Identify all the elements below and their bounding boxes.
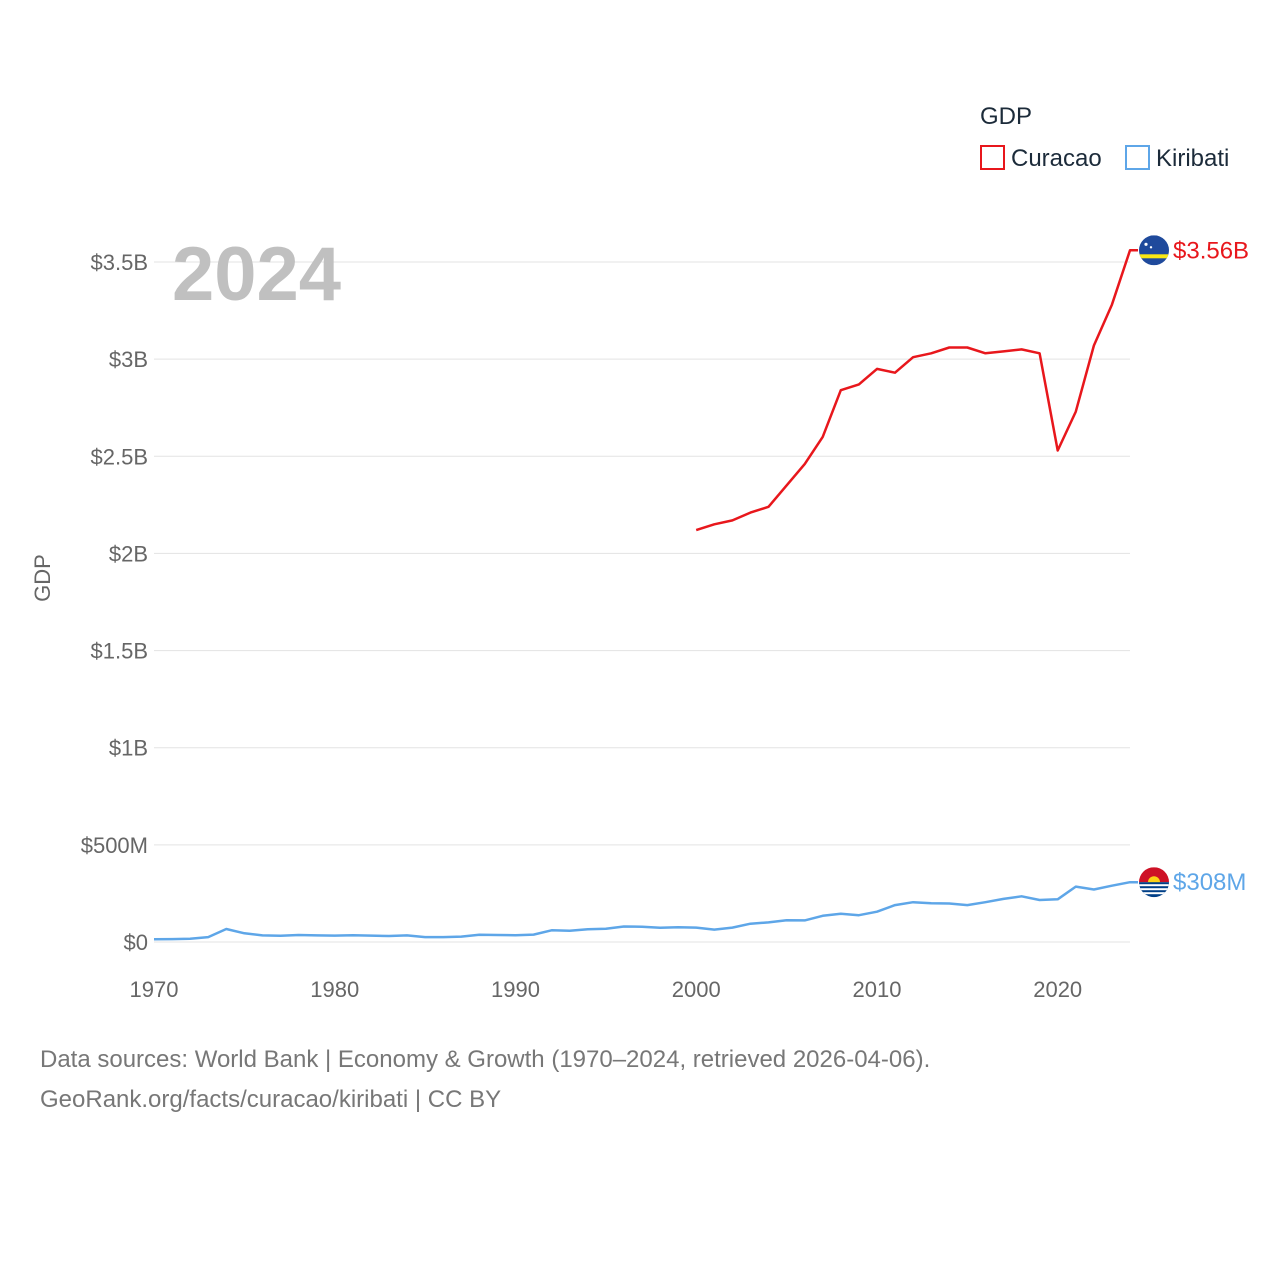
legend: GDP Curacao Kiribati xyxy=(980,103,1229,172)
y-tick-labels: $0 $500M $1B $1.5B $2B $2.5B $3B $3.5B xyxy=(81,250,148,955)
series-line-curacao[interactable] xyxy=(695,249,1138,532)
legend-item-kiribati[interactable]: Kiribati xyxy=(1125,145,1229,172)
series-line-kiribati[interactable] xyxy=(153,880,1138,941)
curacao-flag-icon xyxy=(1139,235,1169,266)
grid-lines xyxy=(154,261,1130,943)
legend-label-curacao: Curacao xyxy=(1011,145,1102,172)
end-label-kiribati: $308M xyxy=(1173,869,1246,896)
x-tick-labels: 1970 1980 1990 2000 2010 2020 xyxy=(130,977,1083,1002)
x-tick-label: 1990 xyxy=(491,977,540,1002)
y-tick-label: $3.5B xyxy=(91,250,149,275)
legend-swatch-kiribati xyxy=(1125,145,1150,170)
footer-sources: Data sources: World Bank | Economy & Gro… xyxy=(40,1046,931,1073)
year-label: 2024 xyxy=(172,232,341,317)
y-tick-label: $1B xyxy=(109,736,148,761)
kiribati-flag-icon xyxy=(1139,867,1169,898)
y-axis-title: GDP xyxy=(30,554,55,602)
y-tick-label: $500M xyxy=(81,833,148,858)
y-tick-label: $2.5B xyxy=(91,444,149,469)
series-layer xyxy=(153,249,1138,941)
y-tick-label: $0 xyxy=(124,930,148,955)
x-tick-label: 1980 xyxy=(310,977,359,1002)
x-tick-label: 2000 xyxy=(672,977,721,1002)
footer-attribution[interactable]: GeoRank.org/facts/curacao/kiribati | CC … xyxy=(40,1086,502,1113)
legend-label-kiribati: Kiribati xyxy=(1156,145,1229,172)
end-label-curacao: $3.56B xyxy=(1173,237,1249,264)
footer: Data sources: World Bank | Economy & Gro… xyxy=(40,1040,930,1120)
x-tick-label: 2010 xyxy=(852,977,901,1002)
y-tick-label: $1.5B xyxy=(91,639,149,664)
y-tick-label: $3B xyxy=(109,347,148,372)
legend-title: GDP xyxy=(980,103,1032,130)
y-tick-label: $2B xyxy=(109,541,148,566)
legend-item-curacao[interactable]: Curacao xyxy=(980,145,1102,172)
gdp-line-chart: $0 $500M $1B $1.5B $2B $2.5B $3B $3.5B 1970 1980… xyxy=(30,103,1249,1002)
x-tick-label: 1970 xyxy=(130,977,179,1002)
legend-swatch-curacao xyxy=(980,145,1005,170)
x-tick-label: 2020 xyxy=(1033,977,1082,1002)
